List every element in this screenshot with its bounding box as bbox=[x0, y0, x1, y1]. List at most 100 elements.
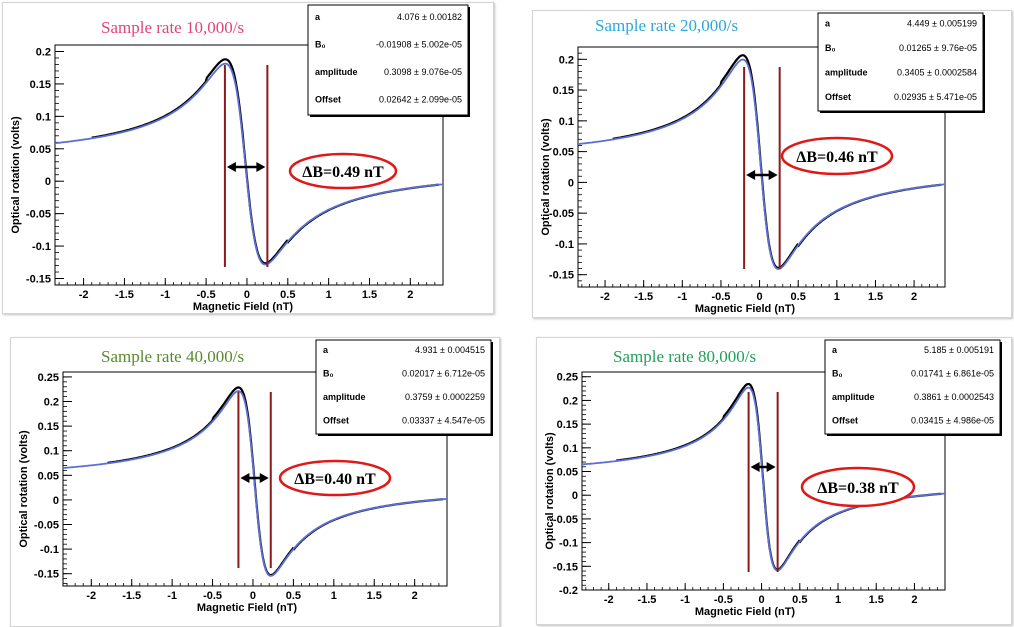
x-tick-label: 1 bbox=[331, 590, 337, 602]
x-axis-label: Magnetic Field (nT) bbox=[197, 602, 298, 614]
fit-param-value: 0.02017 ± 6.712e-05 bbox=[402, 368, 485, 378]
chart-title: Sample rate 10,000/s bbox=[101, 18, 244, 37]
linewidth-annotation bbox=[780, 136, 894, 176]
linewidth-label: ΔB=0.49 nT bbox=[302, 164, 384, 181]
x-tick-label: 0 bbox=[759, 594, 765, 606]
x-axis-label: Magnetic Field (nT) bbox=[695, 606, 796, 618]
x-tick-label: 1 bbox=[835, 594, 841, 606]
chart-svg: -2 -1.5 -1 -0.5 0 0.5 1 1.5 2 -0.2 -0.15 -0.1 -0.05 0… bbox=[544, 339, 1002, 618]
x-tick-label: 0 bbox=[757, 291, 763, 303]
fit-parameters-box: a 5.185 ± 0.005191 B₀ 0.01741 ± 6.861e-05 am… bbox=[824, 339, 1002, 436]
fit-param-value: 5.185 ± 0.005191 bbox=[924, 345, 994, 355]
y-tick-label: -0.15 bbox=[34, 569, 59, 581]
y-tick-label: 0.1 bbox=[36, 111, 51, 123]
fit-param-value: 4.931 ± 0.004515 bbox=[415, 345, 485, 355]
fit-param-name: amplitude bbox=[315, 67, 358, 77]
y-tick-label: 0.15 bbox=[557, 419, 578, 431]
fit-param-value: 0.3759 ± 0.0002259 bbox=[405, 392, 485, 402]
y-axis-label: Optical rotation (volts) bbox=[18, 430, 30, 548]
y-tick-label: -0.1 bbox=[40, 544, 59, 556]
fit-param-value: 0.3861 ± 0.0002543 bbox=[914, 392, 994, 402]
x-axis-label: Magnetic Field (nT) bbox=[695, 303, 796, 315]
y-axis-label: Optical rotation (volts) bbox=[540, 118, 552, 236]
chart-svg: -2 -1.5 -1 -0.5 0 0.5 1 1.5 2 -0.15 -0.1 -0.05 0 0.05… bbox=[10, 4, 470, 313]
linewidth-annotation bbox=[800, 466, 916, 508]
y-axis-label: Optical rotation (volts) bbox=[10, 116, 22, 234]
fit-param-name: a bbox=[832, 345, 838, 355]
y-tick-label: -0.05 bbox=[549, 208, 574, 220]
y-tick-label: 0.1 bbox=[559, 116, 574, 128]
x-tick-label: -1.5 bbox=[115, 289, 134, 301]
x-tick-label: -2 bbox=[79, 289, 89, 301]
x-tick-label: -1 bbox=[167, 590, 177, 602]
y-tick-label: -0.05 bbox=[553, 514, 578, 526]
y-tick-label: -0.05 bbox=[34, 520, 59, 532]
x-tick-label: 2 bbox=[911, 291, 917, 303]
chart-svg: -2 -1.5 -1 -0.5 0 0.5 1 1.5 2 -0.15 -0.1 -0.05 0 0.05… bbox=[18, 339, 493, 614]
y-tick-label: 0 bbox=[45, 176, 51, 188]
linewidth-arrow bbox=[746, 170, 778, 180]
x-tick-label: -0.5 bbox=[711, 291, 730, 303]
x-axis-label: Magnetic Field (nT) bbox=[193, 301, 294, 313]
fit-param-name: B₀ bbox=[315, 40, 326, 50]
y-tick-label: 0 bbox=[53, 495, 59, 507]
x-tick-label: -2 bbox=[604, 594, 614, 606]
chart-panel-20000: -2 -1.5 -1 -0.5 0 0.5 1 1.5 2 -0.15 -0.1 -0.05 0 0.05… bbox=[532, 10, 1012, 318]
x-tick-label: -1.5 bbox=[634, 291, 653, 303]
fit-param-name: B₀ bbox=[323, 368, 334, 378]
fit-param-value: -0.01908 ± 5.002e-05 bbox=[376, 40, 462, 50]
y-tick-label: -0.15 bbox=[26, 274, 51, 286]
fit-param-value: 0.3098 ± 9.076e-05 bbox=[384, 67, 462, 77]
y-tick-label: -0.15 bbox=[553, 561, 578, 573]
linewidth-arrow bbox=[240, 473, 269, 483]
y-tick-label: 0.2 bbox=[36, 46, 51, 58]
x-tick-label: 1 bbox=[326, 289, 332, 301]
x-tick-label: -2 bbox=[600, 291, 610, 303]
fit-param-name: Offset bbox=[832, 415, 858, 425]
x-tick-label: 0.5 bbox=[791, 291, 806, 303]
chart-title: Sample rate 20,000/s bbox=[595, 16, 738, 35]
x-tick-label: 2 bbox=[407, 289, 413, 301]
y-tick-label: 0.05 bbox=[30, 144, 51, 156]
chart-panel-80000: -2 -1.5 -1 -0.5 0 0.5 1 1.5 2 -0.2 -0.15 -0.1 -0.05 0… bbox=[536, 337, 1012, 625]
fit-param-value: 0.02935 ± 5.471e-05 bbox=[894, 92, 977, 102]
x-tick-label: 1 bbox=[834, 291, 840, 303]
x-tick-label: -1.5 bbox=[637, 594, 656, 606]
x-tick-label: 2 bbox=[911, 594, 917, 606]
fit-param-name: a bbox=[323, 345, 329, 355]
y-tick-label: 0.15 bbox=[553, 85, 574, 97]
y-tick-label: 0.05 bbox=[557, 467, 578, 479]
fit-curve bbox=[62, 390, 448, 577]
x-tick-label: 0.5 bbox=[280, 289, 295, 301]
linewidth-arrow bbox=[226, 162, 266, 172]
fit-param-name: Offset bbox=[825, 92, 851, 102]
fit-param-name: B₀ bbox=[825, 43, 836, 53]
fit-param-value: 4.076 ± 0.00182 bbox=[397, 12, 462, 22]
x-tick-label: -2 bbox=[86, 590, 96, 602]
linewidth-label: ΔB=0.46 nT bbox=[796, 149, 878, 166]
x-tick-label: -1.5 bbox=[122, 590, 141, 602]
fit-parameters-box: a 4.449 ± 0.005199 B₀ 0.01265 ± 9.76e-05 amp… bbox=[817, 12, 985, 113]
chart-title: Sample rate 40,000/s bbox=[101, 347, 244, 366]
y-tick-label: 0.2 bbox=[559, 54, 574, 66]
x-tick-label: 1.5 bbox=[868, 291, 883, 303]
linewidth-label: ΔB=0.38 nT bbox=[817, 480, 899, 497]
fit-param-value: 0.01265 ± 9.76e-05 bbox=[899, 43, 977, 53]
y-tick-label: 0.15 bbox=[30, 79, 51, 91]
x-tick-label: 0.5 bbox=[792, 594, 807, 606]
x-tick-label: -0.5 bbox=[197, 289, 216, 301]
y-tick-label: 0 bbox=[568, 177, 574, 189]
fit-param-value: 0.01741 ± 6.861e-05 bbox=[911, 368, 994, 378]
x-tick-label: 0.5 bbox=[286, 590, 301, 602]
chart-panel-40000: -2 -1.5 -1 -0.5 0 0.5 1 1.5 2 -0.15 -0.1 -0.05 0 0.05… bbox=[10, 337, 500, 627]
fit-param-name: amplitude bbox=[825, 67, 868, 77]
fit-param-name: a bbox=[315, 12, 321, 22]
y-tick-label: -0.1 bbox=[32, 241, 51, 253]
x-tick-label: 1.5 bbox=[367, 590, 382, 602]
fit-param-value: 0.03337 ± 4.547e-05 bbox=[402, 415, 485, 425]
chart-svg: -2 -1.5 -1 -0.5 0 0.5 1 1.5 2 -0.15 -0.1 -0.05 0 0.05… bbox=[540, 12, 985, 315]
fit-param-value: 4.449 ± 0.005199 bbox=[907, 18, 977, 28]
fit-param-name: B₀ bbox=[832, 368, 843, 378]
fit-parameters-box: a 4.931 ± 0.004515 B₀ 0.02017 ± 6.712e-05 am… bbox=[315, 339, 493, 436]
fit-param-name: amplitude bbox=[832, 392, 875, 402]
